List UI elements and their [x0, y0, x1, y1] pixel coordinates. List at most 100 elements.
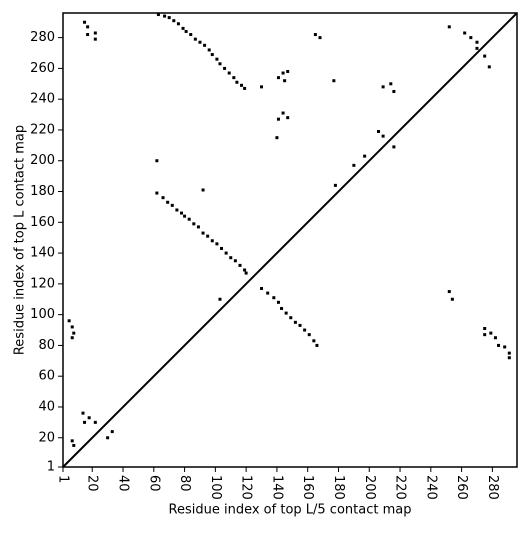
contact-point: [72, 443, 76, 447]
y-axis-label: Residue index of top L contact map: [13, 125, 28, 355]
contact-point: [196, 225, 200, 229]
contact-point: [207, 48, 211, 52]
contact-point: [189, 33, 193, 37]
contact-point: [70, 336, 74, 340]
contact-point: [475, 40, 479, 44]
contact-point: [447, 290, 451, 294]
contact-point: [172, 19, 176, 23]
y-tick-label: 40: [38, 399, 55, 414]
y-tick-label: 280: [30, 30, 55, 45]
contact-point: [281, 111, 285, 115]
y-tick-label: 1: [47, 460, 55, 475]
contact-point: [352, 163, 356, 167]
contact-point: [483, 333, 487, 337]
contact-point: [198, 40, 202, 44]
contact-point: [86, 25, 90, 29]
contact-point: [223, 66, 227, 70]
y-tick-label: 160: [30, 215, 55, 230]
contact-point: [238, 263, 242, 267]
contact-point: [155, 191, 159, 195]
x-tick-label: 80: [177, 475, 192, 492]
contact-point: [276, 117, 280, 121]
contact-point: [161, 196, 165, 200]
y-tick-label: 180: [30, 184, 55, 199]
contact-point: [276, 300, 280, 304]
contact-point: [281, 71, 285, 75]
contact-point: [463, 31, 467, 35]
contact-point: [166, 200, 170, 204]
y-tick-label: 260: [30, 61, 55, 76]
contact-point: [93, 37, 97, 41]
contact-point: [284, 311, 288, 315]
contact-point: [286, 69, 290, 73]
contact-point: [503, 345, 507, 349]
contact-point: [83, 420, 87, 424]
contact-point: [193, 37, 197, 41]
contact-point: [507, 356, 511, 360]
contact-point: [93, 420, 97, 424]
contact-point: [87, 416, 91, 420]
contact-point: [283, 79, 287, 83]
contact-point: [307, 333, 311, 337]
contact-point: [318, 36, 322, 40]
contact-point: [210, 53, 214, 57]
contact-point: [106, 436, 110, 440]
contact-point: [469, 36, 473, 40]
contact-point: [215, 57, 219, 61]
contact-point: [93, 31, 97, 35]
y-tick-label: 20: [38, 430, 55, 445]
contact-point: [220, 246, 224, 250]
contact-point: [381, 85, 385, 89]
contact-point: [332, 79, 336, 83]
contact-point: [363, 154, 367, 158]
contact-point: [260, 85, 264, 89]
contact-point: [389, 82, 393, 86]
contact-point: [176, 22, 180, 26]
y-tick-label: 240: [30, 92, 55, 107]
contact-point: [175, 208, 179, 212]
contact-point: [298, 323, 302, 327]
x-tick-label: 120: [239, 475, 254, 500]
contact-point: [266, 291, 270, 295]
contact-point: [475, 46, 479, 50]
contact-point: [392, 89, 396, 93]
contact-point: [218, 62, 222, 66]
x-tick-label: 160: [300, 475, 315, 500]
contact-point: [289, 316, 293, 320]
contact-point: [227, 71, 231, 75]
contact-point: [81, 411, 85, 415]
contact-point: [155, 159, 159, 163]
y-tick-label: 100: [30, 307, 55, 322]
contact-point: [210, 239, 214, 243]
y-tick-label: 200: [30, 153, 55, 168]
contact-point: [447, 25, 451, 29]
contact-point: [313, 33, 317, 37]
x-tick-label: 100: [208, 475, 223, 500]
contact-point: [312, 339, 316, 343]
x-tick-label: 200: [362, 475, 377, 500]
contact-point: [235, 80, 239, 84]
contact-point: [187, 217, 191, 221]
contact-point: [70, 325, 74, 329]
contact-point: [72, 331, 76, 335]
contact-point: [272, 296, 276, 300]
contact-point: [315, 343, 319, 347]
contact-point: [483, 54, 487, 58]
contact-point: [224, 251, 228, 255]
contact-point: [184, 29, 188, 33]
x-tick-label: 60: [146, 475, 161, 492]
y-tick-label: 140: [30, 246, 55, 261]
x-tick-label: 220: [393, 475, 408, 500]
contact-point: [243, 268, 247, 272]
contact-point: [192, 222, 196, 226]
contact-point: [203, 43, 207, 47]
y-tick-label: 60: [38, 369, 55, 384]
contact-point: [483, 326, 487, 330]
x-tick-label: 280: [485, 475, 500, 500]
contact-point: [201, 188, 205, 192]
contact-point: [206, 234, 210, 238]
contact-point: [392, 145, 396, 149]
contact-point: [86, 33, 90, 37]
contact-point: [493, 336, 497, 340]
